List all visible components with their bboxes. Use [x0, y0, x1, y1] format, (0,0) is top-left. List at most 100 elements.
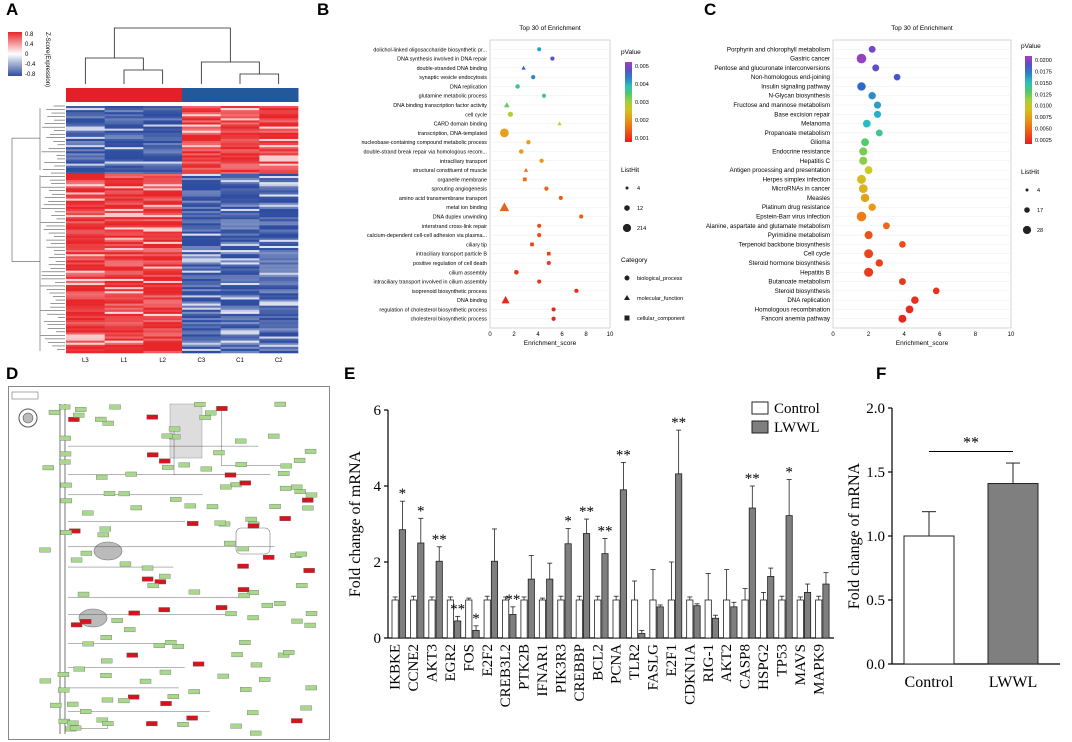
- term-marker: [893, 73, 901, 81]
- significance-mark: **: [963, 435, 979, 452]
- term-marker: [514, 269, 519, 275]
- x-tick: 0: [488, 332, 492, 338]
- term-marker: [864, 166, 873, 174]
- x-tick-label: TLR2: [627, 644, 643, 680]
- category-label: molecular_function: [637, 296, 683, 302]
- pathway-diagram: [11, 391, 318, 736]
- legend-title: Z-Score(Expression): [44, 32, 50, 87]
- term-label: Butanoate metabolism: [768, 279, 830, 286]
- x-tick: 4: [903, 332, 907, 338]
- term-label: dolichol-linked oligosaccharide biosynth…: [373, 47, 487, 53]
- column-label: C1: [236, 358, 244, 363]
- term-label: Fructose and mannose metabolism: [733, 102, 830, 109]
- bar: [546, 578, 554, 639]
- x-tick: 8: [974, 332, 978, 338]
- x-tick-label: CCNE2: [406, 644, 422, 692]
- bar: [612, 599, 620, 639]
- legend-tick: 0: [25, 52, 29, 58]
- y-tick-label: 1.0: [866, 529, 885, 545]
- term-marker: [905, 305, 914, 314]
- listhit-legend-title: ListHit: [621, 167, 639, 174]
- bar: [391, 599, 399, 639]
- x-tick-label: EGR2: [443, 644, 459, 682]
- term-marker: [856, 53, 867, 64]
- x-tick-label: AKT2: [719, 644, 735, 682]
- term-label: Insulin signaling pathway: [761, 83, 831, 90]
- bar: [398, 529, 406, 639]
- y-tick-label: 0.0: [866, 657, 885, 673]
- category-marker: [624, 275, 630, 281]
- term-marker: [557, 121, 562, 126]
- term-label: Cell cycle: [804, 251, 831, 258]
- x-tick-label: PTK2B: [517, 644, 533, 690]
- bar: [410, 599, 418, 639]
- x-tick-label: BCL2: [590, 644, 606, 681]
- term-label: intraciliary transport involved in ciliu…: [373, 280, 487, 286]
- x-tick-label: FOS: [461, 644, 477, 672]
- term-marker: [547, 251, 551, 256]
- term-label: Measles: [807, 195, 830, 202]
- category-marker: [624, 295, 630, 300]
- pvalue-legend-title: pValue: [621, 49, 641, 56]
- bar: [804, 591, 812, 639]
- x-tick-label: HSPG2: [756, 644, 772, 690]
- legend-swatch: [751, 401, 769, 415]
- go-enrichment-panel: Top 30 of Enrichment 0 2 4 6 8 10 Enrichment_sc…: [361, 25, 685, 347]
- legend-tick: 0.8: [25, 32, 34, 38]
- y-axis-label: Fold change of mRNA: [347, 450, 364, 597]
- term-marker: [882, 222, 890, 230]
- y-tick-label: 4: [374, 479, 382, 495]
- term-label: Non-homologous end-joining: [751, 74, 831, 81]
- term-marker: [875, 129, 883, 137]
- term-marker: [579, 214, 584, 219]
- significance-mark: **: [616, 447, 631, 463]
- term-marker: [898, 278, 906, 286]
- legend-label: LWWL: [774, 420, 820, 436]
- listhit-legend-title: ListHit: [1021, 169, 1039, 176]
- listhit-marker: [1025, 188, 1029, 192]
- x-tick-label: CREB3L2: [498, 644, 514, 707]
- term-marker: [859, 147, 868, 156]
- term-marker: [522, 177, 527, 182]
- bar: [417, 542, 425, 639]
- term-label: Endocrine resistance: [772, 148, 830, 155]
- x-tick-label: Control: [905, 674, 954, 691]
- term-label: organelle membrane: [438, 177, 487, 183]
- term-label: DNA binding: [457, 298, 487, 304]
- term-label: structural constituent of muscle: [413, 168, 487, 174]
- x-tick-label: E2F1: [664, 644, 680, 677]
- term-label: DNA replication: [787, 297, 830, 304]
- bar: [723, 599, 731, 639]
- term-label: DNA synthesis involved in DNA repair: [397, 57, 487, 63]
- term-label: positive regulation of cell death: [413, 261, 487, 267]
- term-label: MicroRNAs in cancer: [772, 186, 830, 193]
- term-marker: [558, 195, 563, 200]
- term-marker: [873, 110, 882, 118]
- term-label: synaptic vesicle endocytosis: [419, 75, 487, 81]
- term-marker: [872, 64, 880, 72]
- bar: [538, 599, 546, 639]
- significance-mark: **: [505, 592, 520, 608]
- panel-label-d: D: [6, 364, 19, 383]
- term-label: Base excision repair: [774, 111, 830, 118]
- pvalue-tick: 0.0100: [1035, 104, 1052, 110]
- term-marker: [550, 56, 555, 61]
- term-marker: [862, 119, 871, 128]
- term-label: double-strand break repair via homologou…: [364, 149, 487, 155]
- term-label: Herpes simplex infection: [763, 176, 831, 183]
- column-label: L3: [82, 358, 89, 363]
- bar: [675, 473, 683, 639]
- x-axis-label: Enrichment_score: [896, 340, 949, 347]
- bar: [649, 599, 657, 639]
- term-marker: [574, 288, 579, 293]
- bar: [704, 599, 712, 639]
- y-tick-label: 0.5: [866, 593, 885, 609]
- term-marker: [898, 314, 907, 323]
- x-tick-label: IFNAR1: [535, 644, 551, 697]
- significance-mark: **: [597, 523, 612, 539]
- term-marker: [501, 296, 510, 304]
- bar: [454, 620, 462, 639]
- y-tick-label: 1.5: [866, 465, 885, 481]
- bar: [527, 578, 535, 639]
- bar: [557, 599, 565, 639]
